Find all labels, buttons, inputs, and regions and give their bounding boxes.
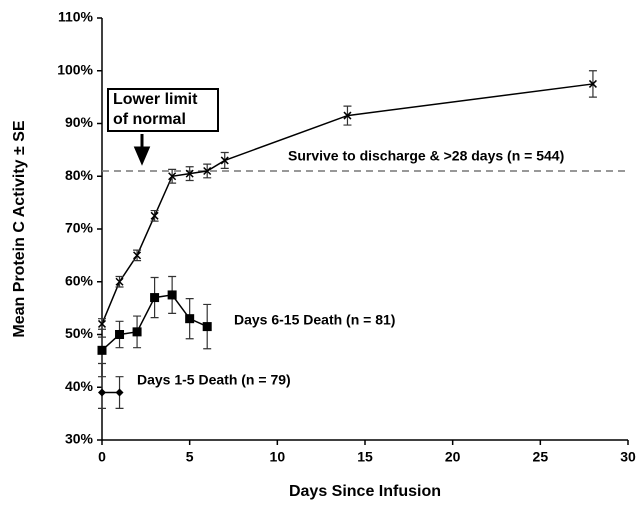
y-axis-label: Mean Protein C Activity ± SE (11, 120, 28, 337)
marker (133, 251, 142, 260)
marker (97, 319, 107, 328)
marker (115, 330, 125, 339)
y-tick-label: 60% (65, 272, 94, 288)
x-axis-label: Days Since Infusion (289, 483, 441, 500)
marker (98, 388, 106, 397)
annotation-arrow (133, 134, 151, 166)
y-tick-label: 80% (65, 167, 94, 183)
annotation-text: Lower limit (113, 91, 198, 108)
y-tick-label: 50% (65, 325, 94, 341)
marker (132, 327, 142, 337)
marker (115, 388, 124, 397)
marker (185, 169, 194, 178)
marker (150, 293, 160, 303)
series-label: Days 6-15 Death (n = 81) (234, 312, 395, 328)
marker (97, 345, 107, 355)
marker (220, 156, 229, 165)
y-tick-label: 30% (65, 431, 94, 447)
y-tick-label: 100% (57, 61, 93, 77)
y-tick-label: 40% (65, 378, 94, 394)
x-tick-label: 0 (98, 449, 106, 465)
marker (150, 211, 159, 220)
series-line (101, 83, 594, 325)
marker (168, 172, 177, 181)
annotation-box (107, 88, 219, 132)
y-tick-label: 90% (65, 114, 94, 130)
marker (343, 111, 352, 120)
x-tick-label: 30 (620, 449, 636, 465)
x-tick-label: 5 (186, 449, 194, 465)
x-tick-label: 10 (270, 449, 286, 465)
y-tick-label: 70% (65, 220, 94, 236)
marker (167, 290, 177, 300)
marker (185, 314, 195, 324)
x-tick-label: 20 (445, 449, 461, 465)
series-label: Days 1-5 Death (n = 79) (137, 372, 291, 388)
x-tick-label: 15 (357, 449, 373, 465)
x-tick-label: 25 (533, 449, 549, 465)
annotation-text: of normal (113, 111, 186, 128)
marker (203, 166, 212, 176)
marker (115, 277, 124, 286)
y-tick-label: 110% (58, 9, 94, 25)
marker (588, 79, 597, 88)
marker (202, 322, 212, 332)
series-label: Survive to discharge & >28 days (n = 544… (288, 148, 564, 164)
